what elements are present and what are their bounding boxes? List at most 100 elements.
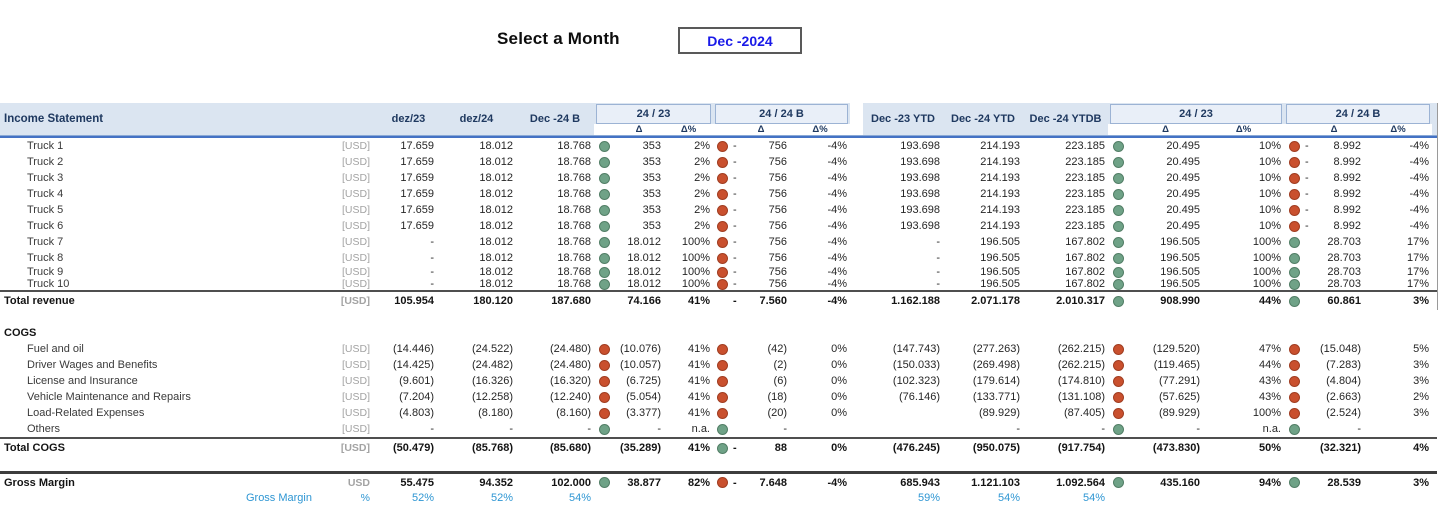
delta-value: (473.830) [1128, 442, 1203, 454]
delta-value: - 756 [732, 204, 790, 216]
negative-indicator [713, 172, 732, 184]
delta-value: (3.377) [614, 407, 664, 419]
delta-number: 18.012 [627, 236, 661, 248]
delta-value: - [732, 423, 790, 435]
delta-number: (2.524) [1326, 407, 1361, 419]
positive-indicator [1108, 156, 1128, 168]
cell-month-actual: 18.012 [479, 252, 513, 264]
green-dot-icon [1112, 188, 1124, 200]
minus-sign: - [733, 204, 737, 216]
delta-value: - [614, 423, 664, 435]
delta-number: 8.992 [1333, 220, 1361, 232]
negative-indicator [594, 375, 614, 387]
positive-indicator [1108, 266, 1128, 278]
table-row: Others [USD] - - - - n.a. - - - - n.a. - [0, 421, 1437, 437]
unit-label: [USD] [341, 375, 370, 387]
cell-ytd-actual: 1.121.103 [971, 476, 1020, 489]
cell-delta-pct: 2% [694, 204, 710, 216]
red-dot-icon [598, 375, 610, 387]
green-dot-icon [1112, 477, 1124, 488]
unit-label: % [360, 492, 370, 504]
cell-delta-pct: 0% [831, 375, 847, 387]
spacer-row [0, 457, 1437, 471]
green-dot-icon [1112, 220, 1124, 232]
red-dot-icon [1288, 220, 1300, 232]
cell-delta-pct: 100% [1252, 266, 1281, 278]
cell-ytd-prev: (76.146) [899, 391, 940, 403]
unit-label: [USD] [341, 204, 370, 216]
cell-delta-pct: 100% [1252, 236, 1281, 248]
table-row: Truck 7 [USD] -18.012 18.768 18.012 100% -756-… [0, 234, 1437, 250]
delta-value: 353 [614, 156, 664, 168]
delta-number: 20.495 [1166, 188, 1200, 200]
red-dot-icon [598, 407, 610, 419]
row-label: Vehicle Maintenance and Repairs [27, 391, 191, 403]
cell-month-actual: (24.522) [472, 343, 513, 355]
minus-sign: - [1305, 188, 1309, 200]
red-dot-icon [717, 156, 728, 168]
positive-indicator [594, 204, 614, 216]
cell-month-budget: 54% [568, 492, 591, 504]
cell-delta-pct: 2% [694, 156, 710, 168]
positive-indicator [594, 252, 614, 264]
cell-ytd-budget: 167.802 [1065, 278, 1105, 290]
month-select-box[interactable]: Dec -2024 [678, 27, 802, 54]
red-dot-icon [1288, 140, 1300, 152]
minus-sign: - [733, 476, 737, 489]
cell-ytd-budget: - [1101, 423, 1105, 435]
positive-indicator [594, 477, 614, 488]
unit-label: USD [347, 476, 370, 489]
cell-month-budget: 18.768 [557, 140, 591, 152]
delta-number: 7.648 [759, 476, 787, 489]
cell-month-budget: 18.768 [557, 188, 591, 200]
green-dot-icon [1288, 266, 1300, 278]
cell-delta-pct: 10% [1258, 140, 1281, 152]
delta-value: 28.703 [1304, 236, 1364, 248]
unit-label: [USD] [341, 423, 370, 435]
col-header-dec24b: Dec -24 B [529, 113, 581, 125]
row-label: Others [27, 423, 61, 435]
cell-month-budget: 18.768 [557, 252, 591, 264]
cell-ytd-prev: - [936, 252, 940, 264]
delta-number: 8.992 [1333, 156, 1361, 168]
cell-month-actual: 18.012 [479, 278, 513, 290]
negative-indicator [1108, 359, 1128, 371]
minus-sign: - [733, 188, 737, 200]
table-title: Income Statement [4, 113, 104, 125]
cell-month-prev: (4.803) [399, 407, 434, 419]
minus-sign: - [733, 236, 737, 248]
delta-value: (32.321) [1304, 442, 1364, 454]
negative-indicator [1284, 156, 1304, 168]
cell-delta-pct: -4% [1409, 172, 1429, 184]
minus-sign: - [733, 266, 737, 278]
cell-month-actual: - [509, 423, 513, 435]
table-row: Truck 5 [USD] 17.659 18.012 18.768 353 2% -756-… [0, 202, 1437, 218]
positive-indicator [594, 156, 614, 168]
red-dot-icon [1288, 343, 1300, 355]
delta-number: 353 [642, 156, 661, 168]
cell-ytd-budget: (262.215) [1057, 343, 1105, 355]
cell-month-prev: 55.475 [400, 476, 434, 489]
minus-sign: - [1305, 172, 1309, 184]
delta-number: 353 [642, 188, 661, 200]
red-dot-icon [598, 343, 610, 355]
cell-ytd-budget: 167.802 [1065, 266, 1105, 278]
minus-sign: - [733, 172, 737, 184]
col-header-dec24ytdb: Dec -24 YTDB [1029, 113, 1102, 125]
negative-indicator [713, 407, 732, 419]
delta-number: 18.012 [627, 252, 661, 264]
cell-delta-pct: 44% [1258, 359, 1281, 371]
delta-number: - [1357, 423, 1361, 435]
positive-indicator [1284, 252, 1304, 264]
positive-indicator [1284, 278, 1304, 290]
cell-delta-pct: -4% [827, 204, 847, 216]
delta-value: 20.495 [1128, 220, 1203, 232]
delta-value: 353 [614, 220, 664, 232]
delta-value: (42) [732, 343, 790, 355]
cell-month-prev: 52% [411, 492, 434, 504]
cell-delta-pct: -4% [827, 236, 847, 248]
delta-number: (119.465) [1153, 359, 1200, 371]
cell-ytd-prev: 193.698 [900, 204, 940, 216]
positive-indicator [594, 423, 614, 435]
red-dot-icon [1288, 188, 1300, 200]
